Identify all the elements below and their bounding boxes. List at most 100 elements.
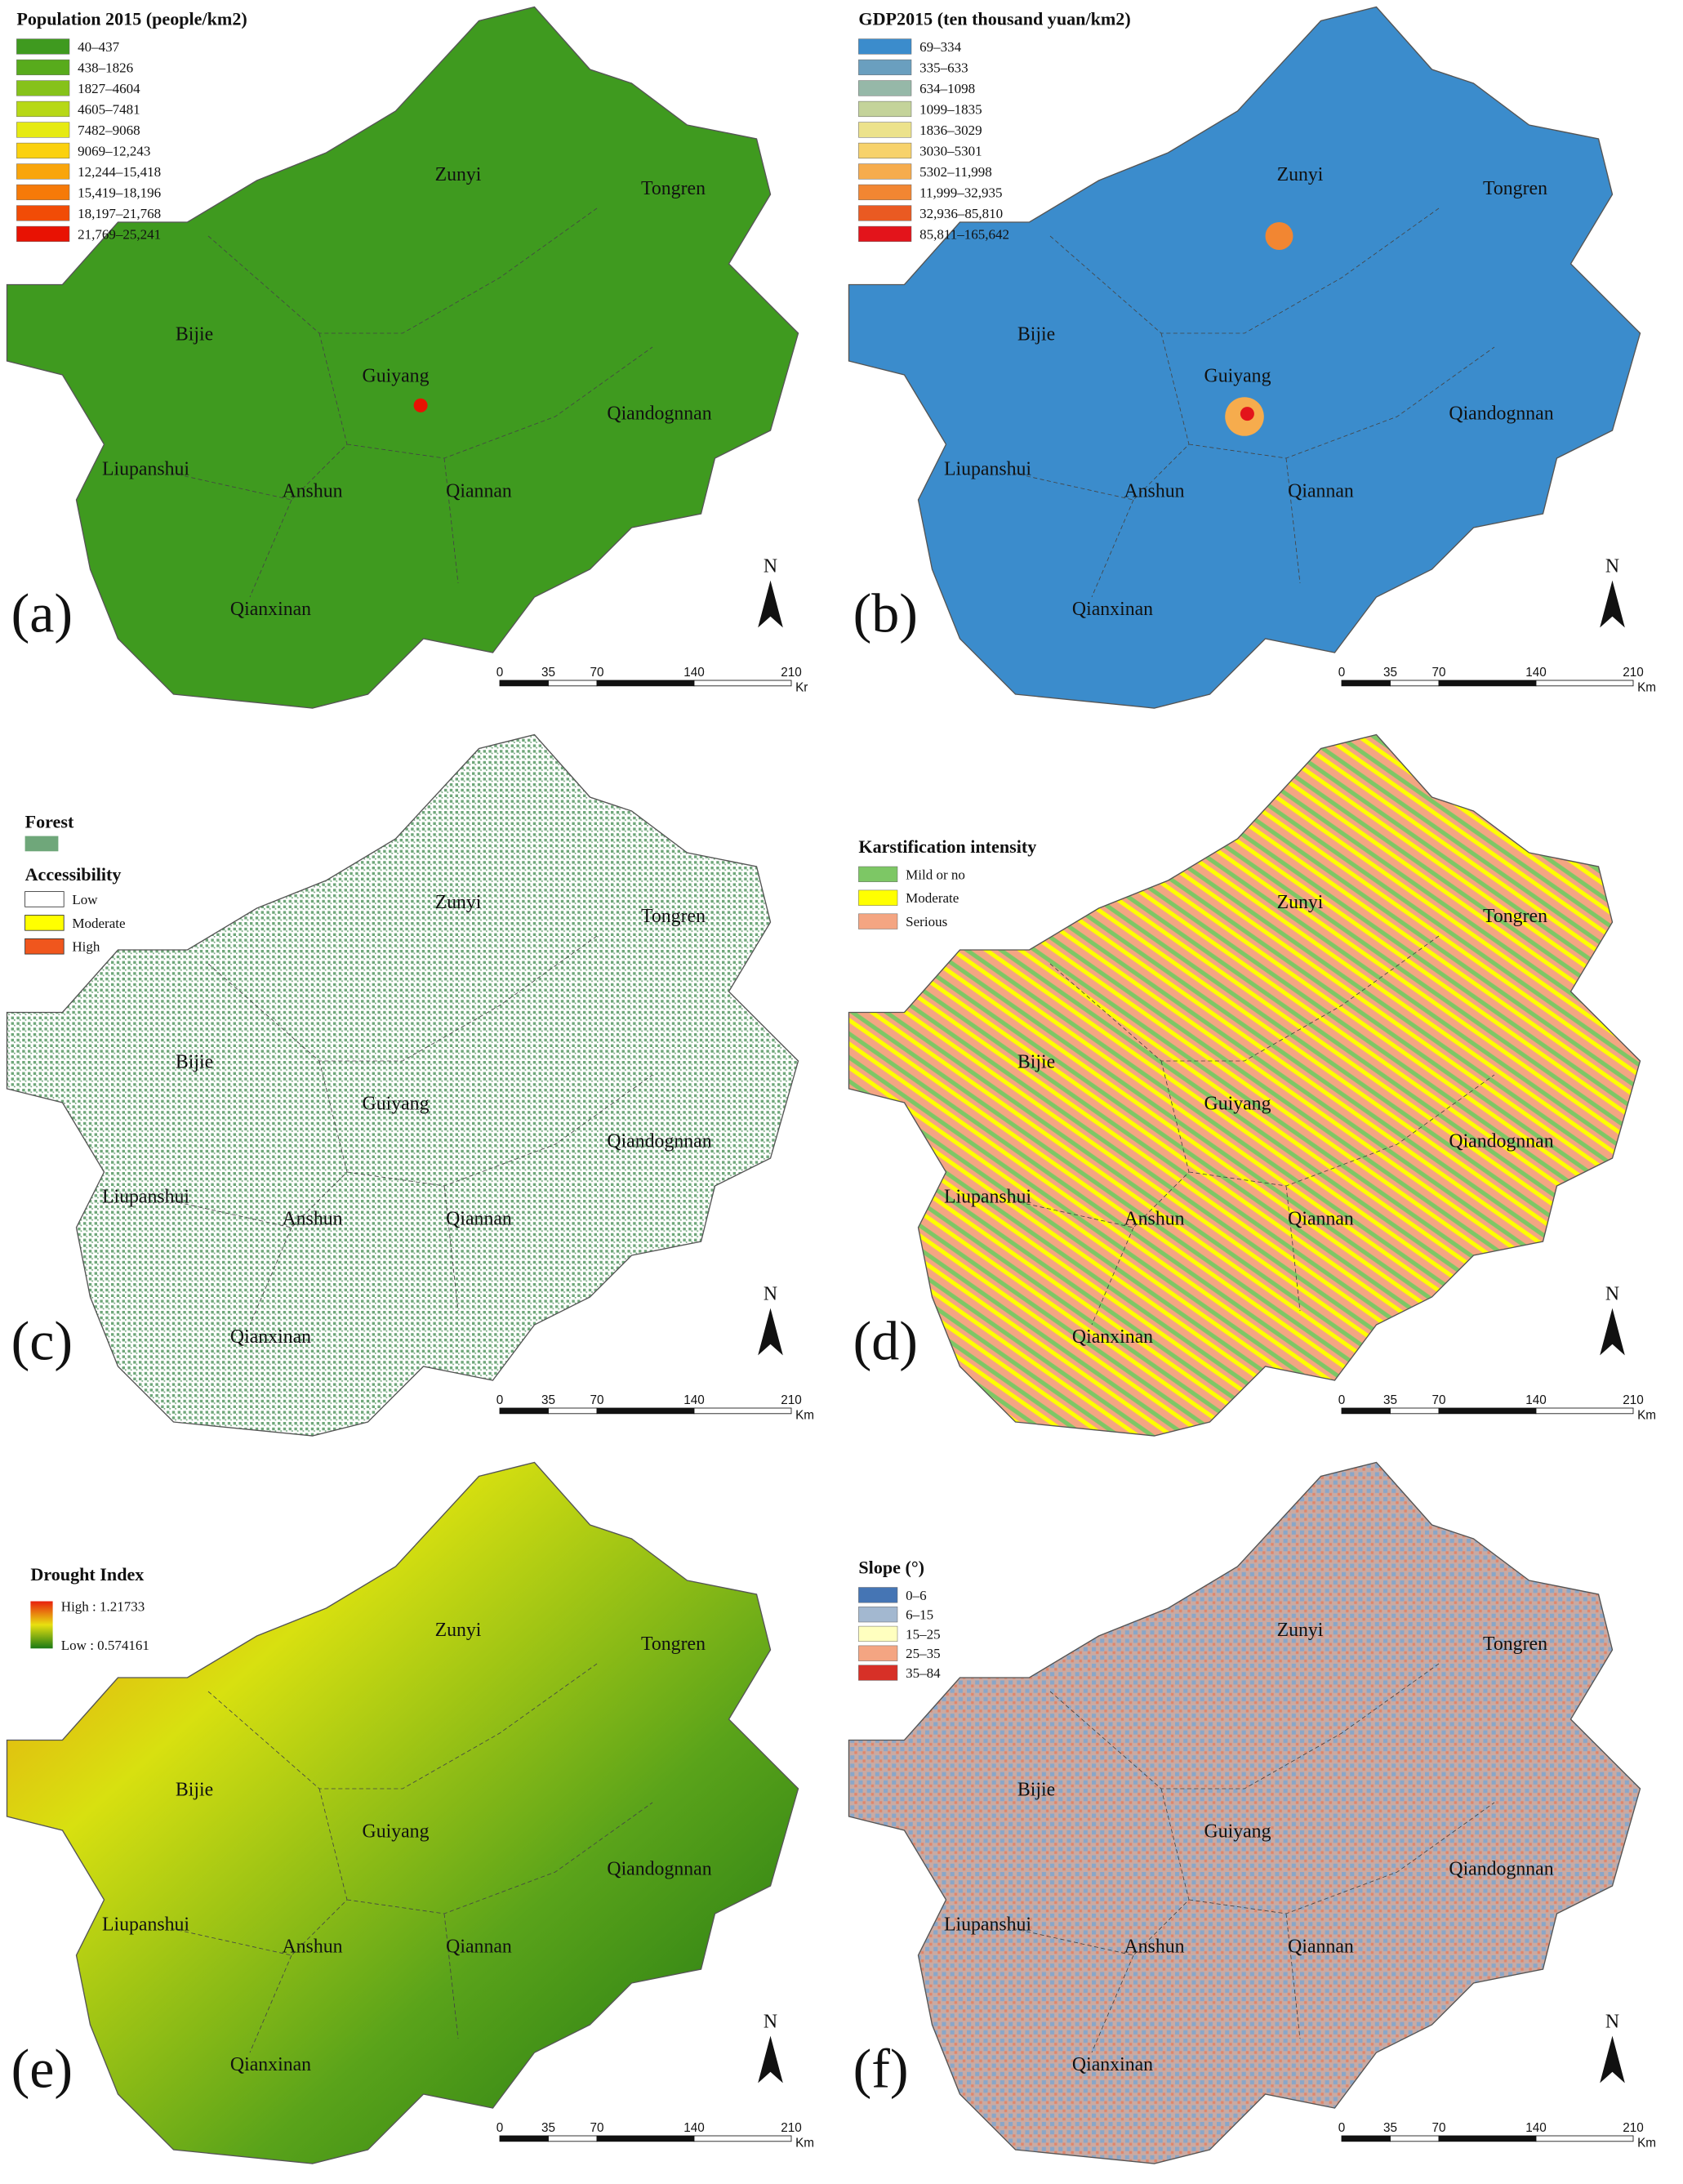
scale-segment (548, 680, 598, 687)
scale-label: 35 (1383, 2121, 1397, 2135)
legend-label: 7482–9068 (78, 123, 140, 138)
legend-label: 85,811–165,642 (919, 226, 1009, 242)
scale-segment (596, 1407, 695, 1415)
scale-unit: Km (795, 1409, 814, 1423)
place-name: Qiandognnan (607, 1858, 711, 1879)
panel-label: (c) (11, 1310, 73, 1372)
scale-label: 0 (496, 1393, 504, 1407)
legend-title: Drought Index (30, 1564, 144, 1585)
legend-swatch (858, 205, 912, 221)
legend-label: 18,197–21,768 (78, 206, 161, 221)
legend-label: 438–1826 (78, 60, 133, 75)
legend-swatch (858, 38, 912, 55)
legend-title: GDP2015 (ten thousand yuan/km2) (858, 9, 1130, 29)
scale-segment (1438, 680, 1537, 687)
legend-label: 35–84 (906, 1665, 941, 1681)
scale-label: 70 (590, 666, 603, 680)
region-borders (1008, 1663, 1495, 2053)
legend-label: 5302–11,998 (919, 164, 992, 180)
place-name: Anshun (1124, 481, 1184, 502)
place-name: Qianxinan (230, 599, 311, 620)
legend-label: Mild or no (906, 867, 965, 882)
legend-label: 634–1098 (919, 81, 975, 96)
place-name: Guiyang (363, 366, 430, 387)
panel-label: (b) (853, 582, 918, 644)
legend-swatch (858, 889, 898, 906)
scale-label: 140 (1525, 666, 1547, 680)
north-label: N (1605, 555, 1619, 577)
map-panel: Zunyi Tongren Bijie Guiyang Qiandognnan Liupa… (848, 1461, 1656, 2164)
place-name: Zunyi (435, 164, 482, 185)
north-label: N (764, 1283, 777, 1304)
legend-label: 9069–12,243 (78, 143, 150, 158)
legend-swatch (16, 59, 70, 76)
legend-swatch (858, 1587, 898, 1603)
north-arrow (758, 2035, 783, 2084)
scale-label: 210 (781, 2121, 802, 2135)
legend-swatch (16, 205, 70, 221)
scale-label: 210 (1623, 2121, 1644, 2135)
scale-label: 0 (1338, 2121, 1346, 2135)
legend-swatch (858, 1665, 898, 1681)
north-label: N (764, 555, 777, 577)
place-name: Zunyi (1277, 892, 1324, 913)
legend-gradient (30, 1601, 53, 1649)
legend-swatch (858, 80, 912, 96)
place-name: Qiannan (1288, 1209, 1354, 1230)
scale-label: 0 (496, 666, 504, 680)
legend-swatch (16, 80, 70, 96)
legend-label: 4605–7481 (78, 101, 140, 117)
legend-swatch (16, 100, 70, 118)
scale-segment (499, 2135, 549, 2142)
scale-label: 0 (1338, 1393, 1346, 1407)
place-name: Anshun (282, 481, 342, 502)
legend-label: 21,769–25,241 (78, 226, 161, 242)
place-name: Qiannan (446, 1937, 512, 1958)
panel-label: (f) (853, 2038, 909, 2100)
place-name: Qianxinan (1072, 599, 1153, 620)
scale-segment (596, 680, 695, 687)
scale-label: 70 (590, 1393, 603, 1407)
place-name: Anshun (282, 1937, 342, 1958)
legend-label: 15–25 (906, 1626, 941, 1642)
scale-segment (1535, 1407, 1634, 1415)
legend-label: 1099–1835 (919, 101, 982, 117)
scale-segment (1390, 1407, 1440, 1415)
place-name: Qiandognnan (1449, 1130, 1553, 1152)
place-name: Bijie (1017, 1780, 1055, 1801)
region-borders (1008, 935, 1495, 1326)
place-name: Qianxinan (230, 2054, 311, 2075)
scale-label: 70 (1431, 1393, 1445, 1407)
scale-unit: Kr (795, 681, 808, 695)
scale-label: 140 (683, 1393, 705, 1407)
scale-unit: Km (1637, 681, 1656, 695)
place-name: Liupanshui (944, 1914, 1031, 1935)
scale-label: 210 (1623, 666, 1644, 680)
scale-label: 140 (1525, 2121, 1547, 2135)
legend-swatch (858, 1607, 898, 1623)
legend-swatch (24, 938, 65, 955)
legend-swatch (858, 122, 912, 138)
scale-segment (1341, 680, 1391, 687)
scale-segment (499, 680, 549, 687)
legend-title: Karstification intensity (858, 836, 1036, 857)
scale-label: 35 (541, 1393, 555, 1407)
place-name: Anshun (1124, 1937, 1184, 1958)
place-name: Tongren (641, 178, 706, 199)
legend-swatch (858, 1625, 898, 1642)
scale-label: 210 (781, 666, 802, 680)
legend-label: 11,999–32,935 (919, 185, 1002, 200)
place-name: Tongren (1483, 178, 1547, 199)
scale-label: 210 (781, 1393, 802, 1407)
legend-label: 1836–3029 (919, 123, 982, 138)
scale-label: 35 (541, 666, 555, 680)
place-name: Liupanshui (102, 1914, 189, 1935)
panel-label: (e) (11, 2038, 73, 2100)
scale-label: 140 (683, 2121, 705, 2135)
province-outline (848, 1461, 1641, 2164)
place-name: Zunyi (435, 892, 482, 913)
north-arrow (1600, 1308, 1625, 1356)
scale-label: 70 (1431, 2121, 1445, 2135)
legend-label: 1827–4604 (78, 81, 140, 96)
